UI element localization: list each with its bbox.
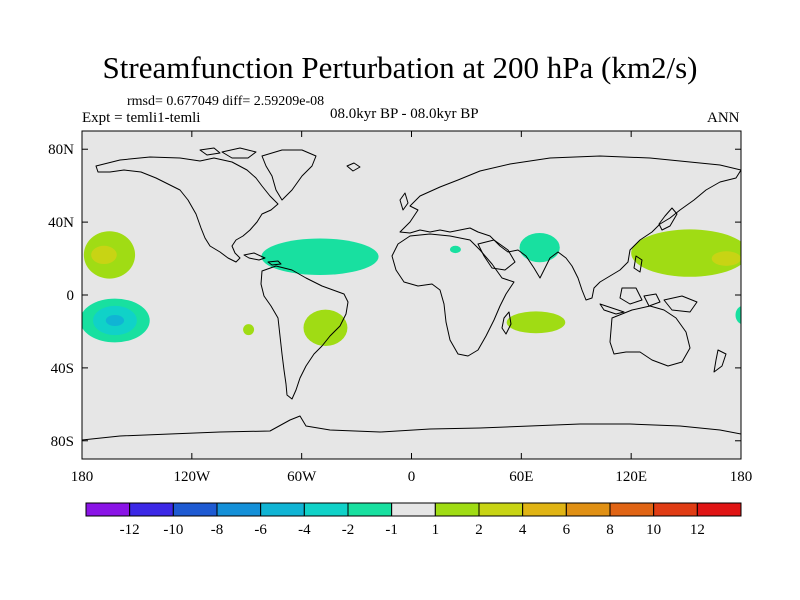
colorbar-label: 2: [475, 522, 483, 538]
experiment-label: Expt = temli1-temli: [82, 110, 201, 126]
colorbar-swatch: [303, 502, 349, 517]
anomaly-central-pacific-south-core: [105, 315, 125, 326]
colorbar-label: 6: [563, 522, 571, 538]
colorbar-swatch: [129, 502, 174, 517]
colorbar-label: -4: [298, 522, 311, 538]
colorbar-label: -2: [342, 522, 355, 538]
lon-tick-label: 180: [71, 469, 94, 485]
lon-tick-label: 0: [408, 469, 416, 485]
colorbar-swatch: [565, 502, 611, 517]
anomaly-indian-ocean: [506, 311, 566, 334]
anomaly-south-america: [303, 309, 348, 347]
colorbar-swatch: [216, 502, 262, 517]
lon-tick-label: 120W: [173, 469, 211, 485]
map-background: [82, 131, 741, 459]
colorbar-swatch: [522, 502, 567, 517]
anomaly-east-pacific-south: [243, 324, 255, 336]
anomaly-central-pacific-north-core: [91, 245, 117, 265]
colorbar-label: -1: [385, 522, 398, 538]
lon-tick-label: 180: [730, 469, 753, 485]
period-label: 08.0kyr BP - 08.0kyr BP: [330, 106, 479, 122]
lon-tick-label: 120E: [615, 469, 647, 485]
colorbar-swatch: [172, 502, 218, 517]
anomaly-west-pacific: [631, 229, 741, 277]
colorbar-swatch: [696, 502, 742, 517]
colorbar-swatch: [653, 502, 698, 517]
colorbar-labels: -12 -10 -8 -6 -4 -2 -1 1 2 4 6 8 10 12: [120, 522, 705, 538]
colorbar-label: 8: [606, 522, 614, 538]
colorbar-label: 12: [690, 522, 705, 538]
coastlines: [82, 147, 741, 441]
anomaly-west-pacific-core: [711, 251, 741, 266]
colorbar-label: -8: [211, 522, 224, 538]
lon-tick-label: 60E: [509, 469, 533, 485]
anomaly-caribbean-atlantic: [261, 238, 379, 275]
stats-text: rmsd= 0.677049 diff= 2.59209e-08: [127, 94, 325, 109]
lat-tick-label: 80N: [48, 142, 74, 158]
anomaly-arabia-india: [519, 233, 560, 263]
colorbar-swatch: [85, 502, 131, 517]
colorbar-swatch: [260, 502, 305, 517]
lat-tick-label: 80S: [51, 434, 74, 450]
colorbar-label: 1: [432, 522, 440, 538]
anomaly-east-edge-south: [735, 306, 741, 324]
lon-tick-label: 60W: [287, 469, 317, 485]
anomaly-layer: [82, 229, 741, 347]
lat-tick-label: 0: [67, 288, 75, 304]
anomaly-north-africa: [449, 245, 461, 254]
colorbar-label: -10: [163, 522, 183, 538]
colorbar-swatch: [434, 502, 480, 517]
colorbar-label: 10: [646, 522, 661, 538]
map-title: Streamfunction Perturbation at 200 hPa (…: [102, 50, 698, 85]
colorbar: [85, 502, 742, 517]
colorbar-label: 4: [519, 522, 527, 538]
colorbar-swatch: [609, 502, 655, 517]
lat-tick-label: 40S: [51, 361, 74, 377]
lat-tick-label: 40N: [48, 215, 74, 231]
season-label: ANN: [707, 110, 740, 126]
colorbar-label: -12: [120, 522, 140, 538]
colorbar-swatch: [391, 502, 436, 517]
colorbar-swatch: [478, 502, 524, 517]
colorbar-swatch: [347, 502, 393, 517]
latitude-axis: 80N 40N 0 40S 80S: [48, 142, 741, 450]
colorbar-label: -6: [254, 522, 267, 538]
longitude-axis: 180 120W 60W 0 60E 120E 180: [71, 131, 753, 485]
